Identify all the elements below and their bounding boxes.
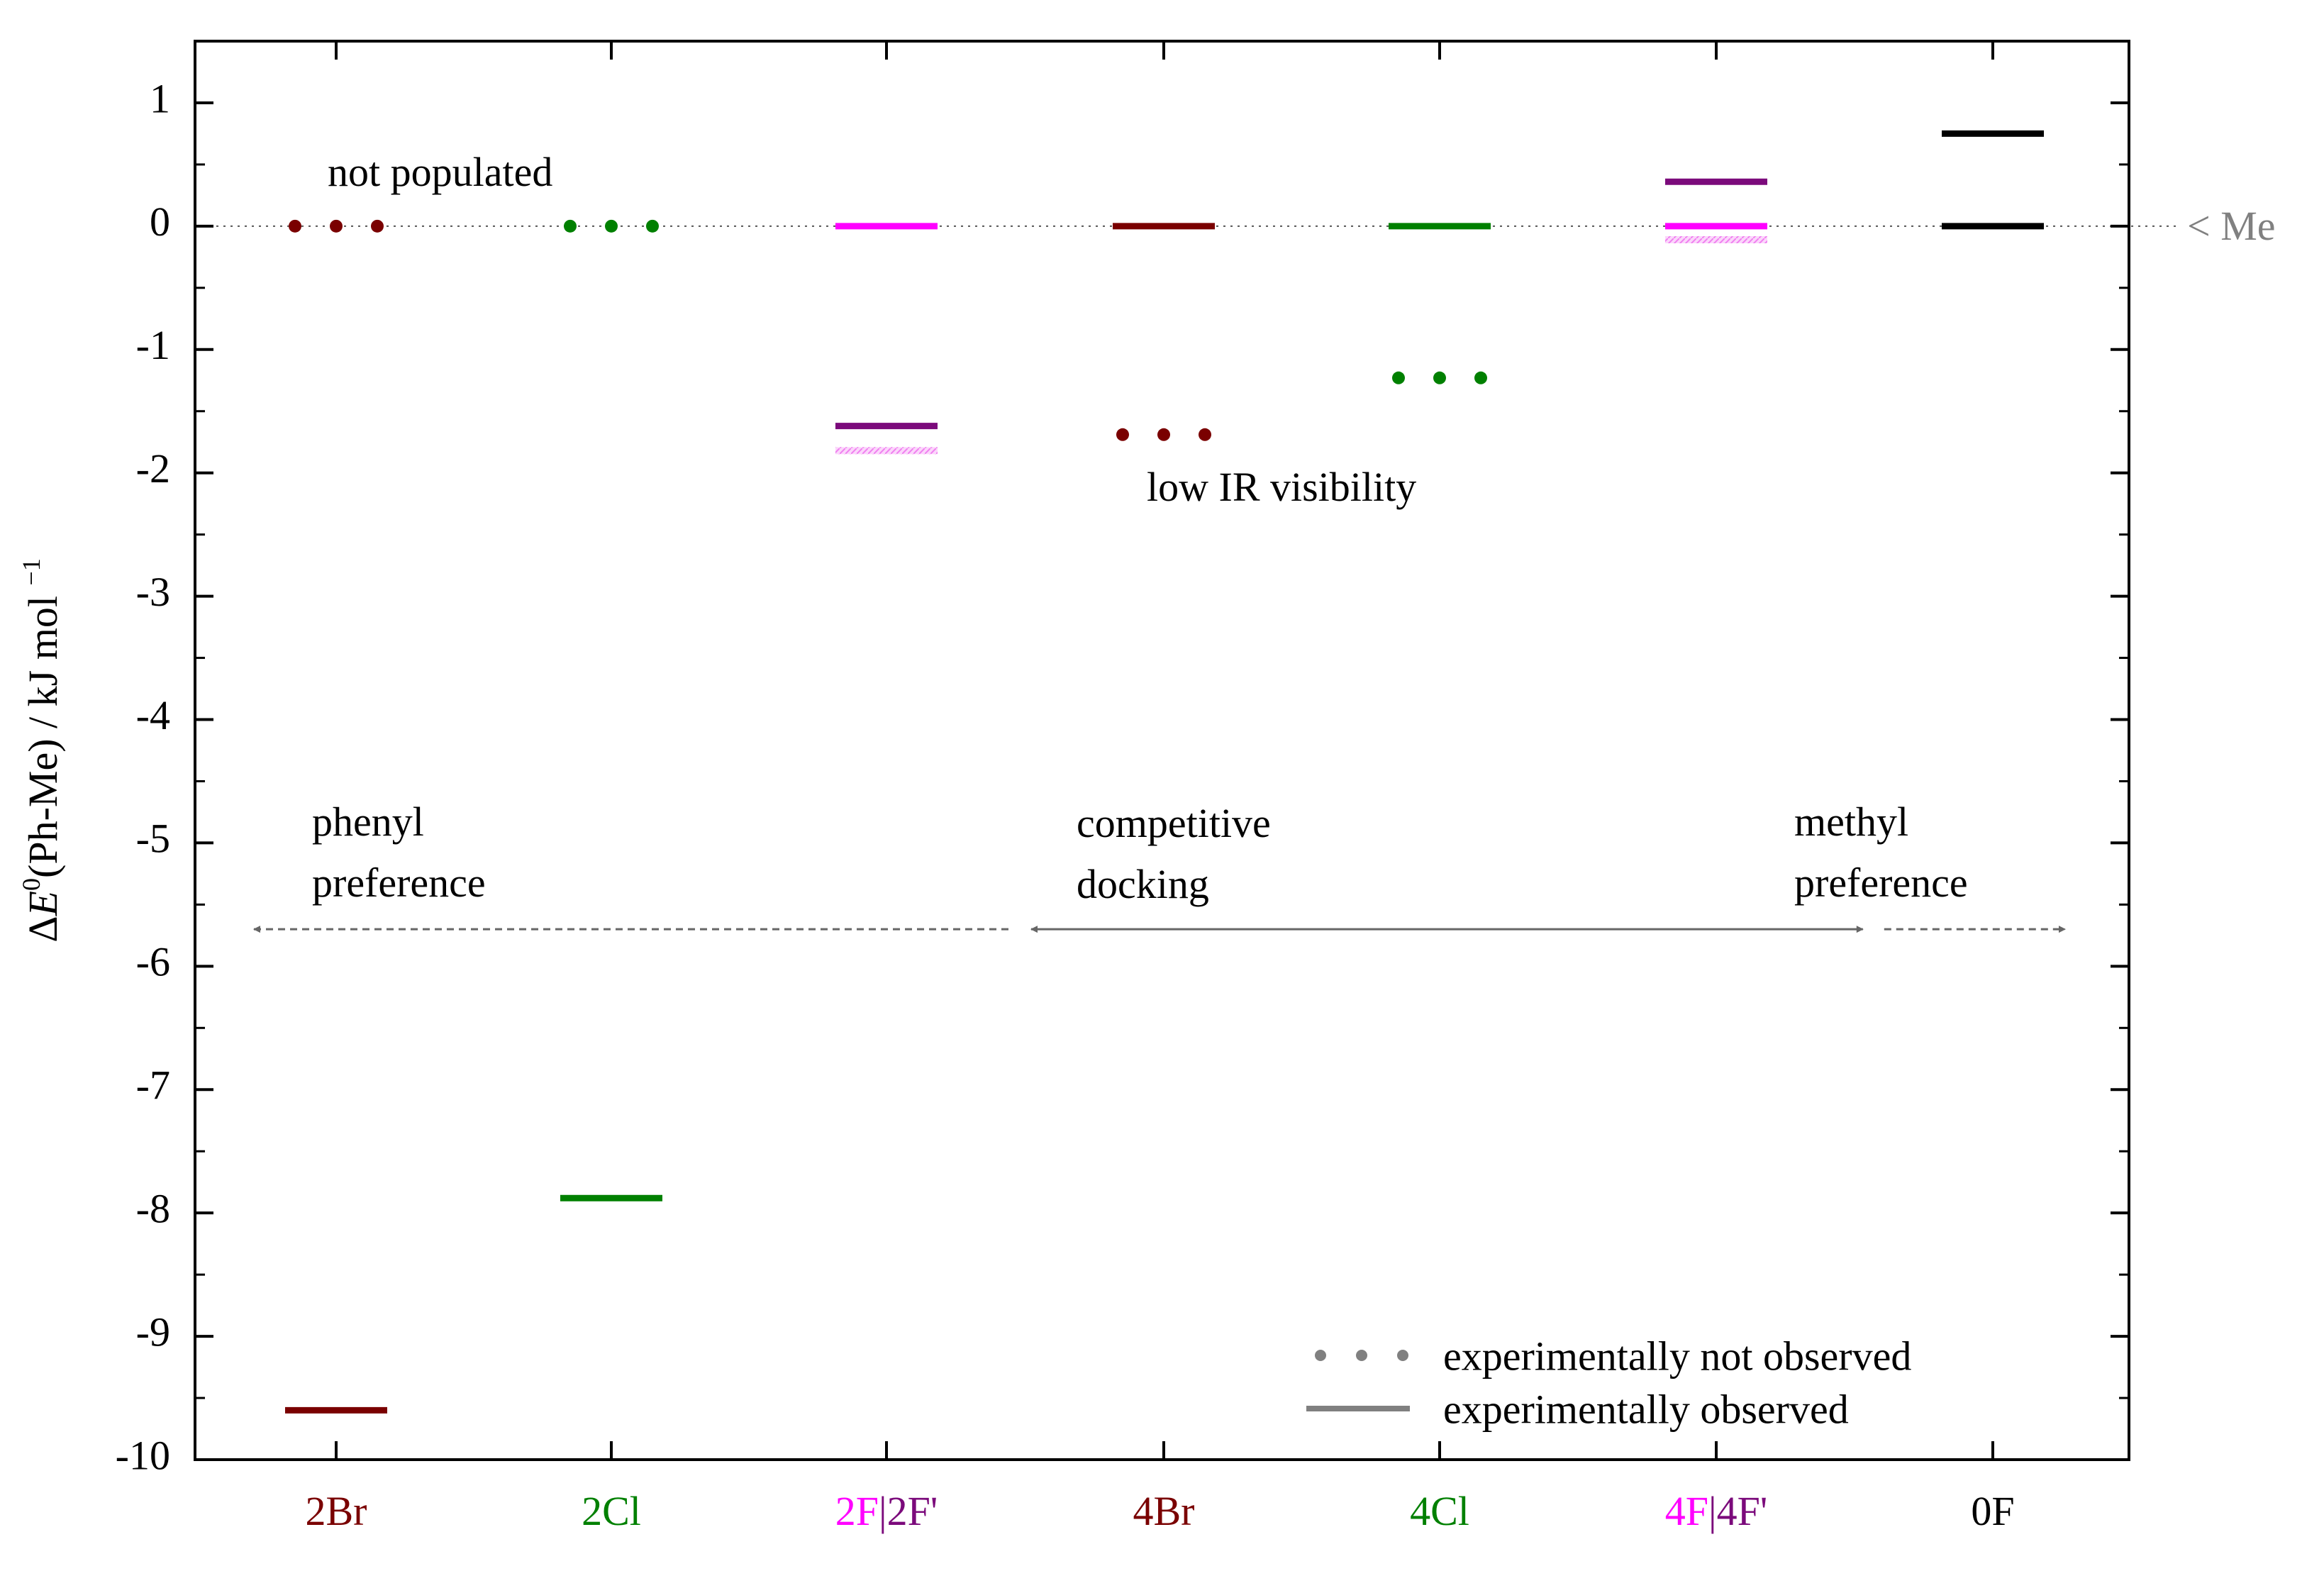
reference-line-label: < Me (2187, 203, 2276, 249)
annotation-low-ir: low IR visibility (1147, 464, 1416, 510)
axis-ticks: 1 0 -1 -2 -3 -4 -5 -6 -7 -8 -9 -10 (116, 40, 2129, 1478)
x-label-part: | (1708, 1488, 1717, 1534)
x-label-part: 2Br (306, 1488, 367, 1534)
y-tick-label: -6 (136, 939, 170, 985)
level-dot (1199, 428, 1211, 441)
legend-dotted-marker (1315, 1350, 1408, 1361)
energy-level-not-observed (289, 219, 384, 233)
x-axis-labels: 2Br 2Cl 2F|2F' 4Br 4Cl 4F|4F' 0F (306, 1488, 2015, 1534)
x-tick-label: 2Br (306, 1488, 367, 1534)
y-tick-label: -1 (136, 322, 170, 368)
y-label-symbol: E (20, 891, 66, 916)
energy-levels (285, 130, 2044, 1414)
level-dot (371, 219, 384, 233)
x-tick-label: 0F (1971, 1488, 2014, 1534)
x-label-part: 4F (1665, 1488, 1708, 1534)
y-tick-label: -8 (136, 1185, 170, 1231)
level-dot (330, 219, 343, 233)
plot-frame (194, 40, 2130, 1461)
annotation-methyl-line2: preference (1794, 860, 1968, 906)
energy-level-not-observed (1116, 428, 1211, 441)
x-label-part: 4F' (1717, 1488, 1768, 1534)
y-tick-label: 0 (150, 199, 170, 245)
x-label-part: 0F (1971, 1488, 2014, 1534)
y-axis-label: ΔE0(Ph-Me) / kJ mol −1 (17, 558, 66, 943)
annotation-methyl-line1: methyl (1794, 799, 1908, 845)
x-label-part: 2Cl (582, 1488, 641, 1534)
level-dot (1392, 371, 1405, 384)
level-dot (1433, 371, 1446, 384)
level-dot (564, 219, 577, 233)
y-tick-label: -7 (136, 1062, 170, 1109)
x-label-part: 2F' (887, 1488, 938, 1534)
level-dot (289, 219, 301, 233)
x-tick-label: 2F|2F' (835, 1488, 938, 1534)
energy-level-conformer (835, 447, 938, 455)
y-label-unit-superscript: −1 (17, 558, 45, 585)
level-dot (1157, 428, 1170, 441)
x-tick-label: 2Cl (582, 1488, 641, 1534)
y-tick-label: -4 (136, 692, 170, 738)
legend-label-observed: experimentally observed (1443, 1386, 1849, 1432)
x-label-part: 4Cl (1410, 1488, 1469, 1534)
annotation-phenyl-line1: phenyl (312, 799, 424, 845)
x-tick-label: 4Br (1133, 1488, 1195, 1534)
energy-level-conformer (1665, 236, 1767, 243)
level-dot (1116, 428, 1129, 441)
x-tick-label: 4F|4F' (1665, 1488, 1768, 1534)
energy-level-not-observed (1392, 371, 1487, 384)
y-tick-label: -9 (136, 1309, 170, 1355)
y-tick-label: 1 (150, 75, 170, 121)
level-dot (646, 219, 659, 233)
legend: experimentally not observed experimental… (1306, 1333, 1911, 1432)
y-tick-label: -2 (136, 445, 170, 492)
y-tick-label: -10 (116, 1432, 170, 1478)
legend-label-not-observed: experimentally not observed (1443, 1333, 1911, 1379)
x-label-part: | (879, 1488, 887, 1534)
y-label-paren: (Ph-Me) / kJ mol (20, 586, 66, 878)
level-dot (605, 219, 618, 233)
level-dot (1474, 371, 1487, 384)
x-label-part: 2F (835, 1488, 879, 1534)
y-tick-label: -3 (136, 569, 170, 615)
energy-level-not-observed (564, 219, 659, 233)
y-label-superscript: 0 (17, 878, 45, 891)
annotation-competitive-line1: competitive (1077, 800, 1271, 846)
annotation-not-populated: not populated (328, 149, 552, 195)
x-tick-label: 4Cl (1410, 1488, 1469, 1534)
annotation-competitive-line2: docking (1077, 861, 1209, 907)
annotation-phenyl-line2: preference (312, 860, 486, 906)
y-tick-label: -5 (136, 816, 170, 862)
x-label-part: 4Br (1133, 1488, 1195, 1534)
y-label-prefix: Δ (20, 916, 66, 942)
